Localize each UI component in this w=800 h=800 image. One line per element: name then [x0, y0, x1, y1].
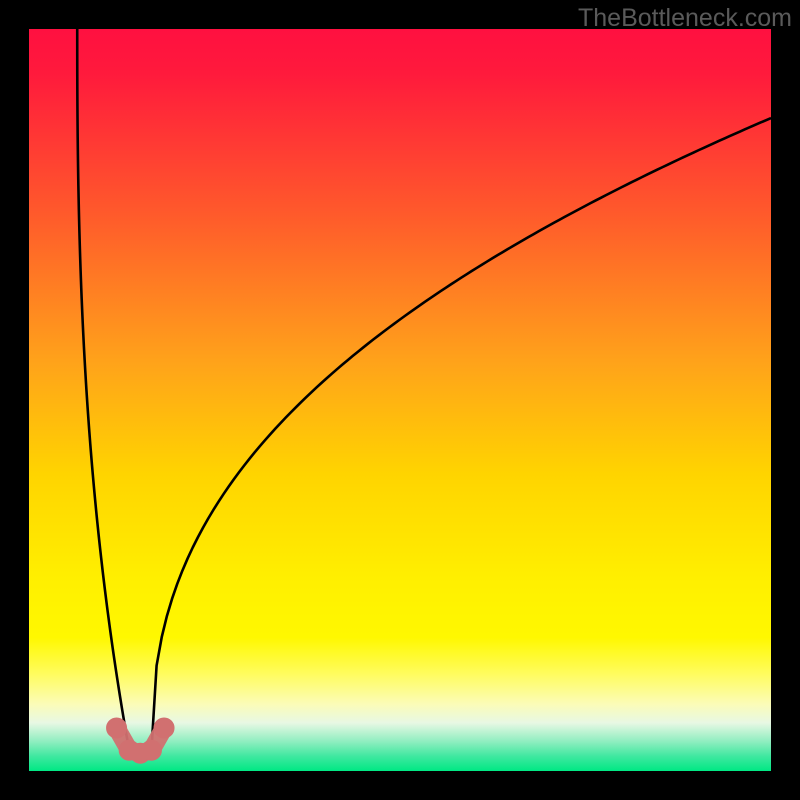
- marker-dot: [107, 718, 127, 738]
- watermark-text: TheBottleneck.com: [578, 4, 792, 33]
- marker-dot: [141, 740, 161, 760]
- marker-dot: [154, 718, 174, 738]
- chart-stage: TheBottleneck.com: [0, 0, 800, 800]
- plot-svg: [0, 0, 800, 800]
- plot-background-gradient: [29, 29, 771, 771]
